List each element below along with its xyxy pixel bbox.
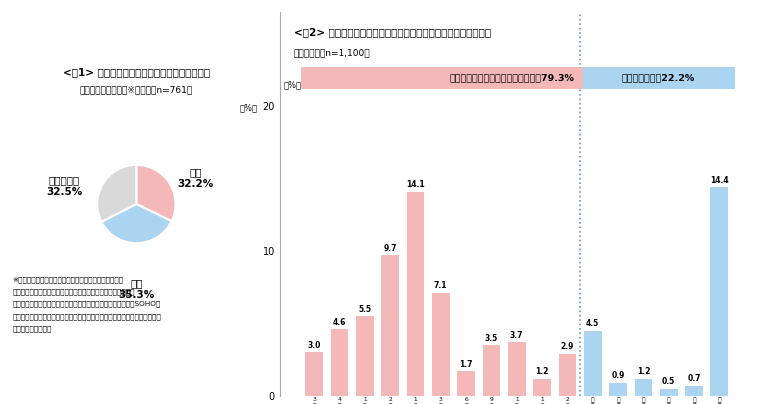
Text: 9.7: 9.7: [383, 244, 397, 253]
Text: 分割取得・計　22.2%: 分割取得・計 22.2%: [622, 74, 695, 82]
Bar: [356, 316, 374, 396]
Text: 1.7: 1.7: [459, 360, 473, 369]
Text: 4.5: 4.5: [586, 319, 600, 328]
Text: 取得したい、取得してほしい・計　79.3%: 取得したい、取得してほしい・計 79.3%: [449, 74, 574, 82]
Bar: [407, 192, 424, 396]
Text: わからない
32.5%: わからない 32.5%: [46, 175, 82, 197]
Bar: [331, 329, 348, 396]
Text: 0.7: 0.7: [687, 374, 701, 383]
Bar: [610, 383, 627, 396]
Bar: [711, 187, 728, 396]
Wedge shape: [136, 165, 176, 221]
Text: 3.0: 3.0: [308, 341, 321, 350]
Bar: [534, 379, 551, 396]
Text: 公務員・教職員・非営利団体職員、自営業（商工サービス）、SOHO、: 公務員・教職員・非営利団体職員、自営業（商工サービス）、SOHO、: [13, 301, 161, 307]
Text: （%）: （%）: [283, 80, 302, 89]
Text: ※有職者：ご自身の職業が下記のいずれかに該当する方: ※有職者：ご自身の職業が下記のいずれかに該当する方: [13, 276, 124, 283]
Text: 5.5: 5.5: [358, 305, 372, 314]
Bar: [432, 293, 450, 396]
Text: <図1> 職場での男性の育児休業制度　導入状況: <図1> 職場での男性の育児休業制度 導入状況: [63, 67, 210, 78]
Bar: [458, 371, 475, 396]
Wedge shape: [102, 204, 172, 243]
Bar: [508, 342, 526, 396]
Bar: [306, 352, 323, 396]
Text: 14.1: 14.1: [406, 180, 425, 189]
Bar: [660, 389, 678, 396]
Text: 1.2: 1.2: [637, 367, 650, 376]
Bar: [583, 67, 735, 89]
Text: 会社勤務（一般社員、管理職）、会社経営（経営者・役員）、: 会社勤務（一般社員、管理職）、会社経営（経営者・役員）、: [13, 288, 135, 295]
Bar: [584, 331, 602, 396]
Text: （単一回答：n=1,100）: （単一回答：n=1,100）: [294, 48, 370, 57]
Text: 1.2: 1.2: [535, 367, 549, 376]
Bar: [302, 67, 732, 89]
Bar: [559, 354, 576, 396]
Bar: [382, 255, 399, 396]
Text: 3.7: 3.7: [510, 331, 524, 340]
Text: 14.4: 14.4: [710, 176, 729, 185]
Text: （%）: （%）: [239, 103, 258, 113]
Text: <図2> 取得したい、もしくは取得してほしい男性の育児休業期間: <図2> 取得したい、もしくは取得してほしい男性の育児休業期間: [294, 27, 491, 37]
Text: 2.9: 2.9: [561, 342, 574, 351]
Text: ある
32.2%: ある 32.2%: [178, 168, 214, 189]
Bar: [635, 379, 652, 396]
Text: 3.5: 3.5: [485, 334, 498, 343]
Text: 農林漁業、専門職（弁護士・税理士等・医療関連）、派遣社員・契約社員、: 農林漁業、専門職（弁護士・税理士等・医療関連）、派遣社員・契約社員、: [13, 313, 162, 320]
Text: パート・アルバイト: パート・アルバイト: [13, 326, 52, 332]
Text: 7.1: 7.1: [434, 282, 448, 290]
Text: ない
35.3%: ない 35.3%: [119, 278, 154, 300]
Text: （単一回答　有職者※ベース：n=761）: （単一回答 有職者※ベース：n=761）: [80, 86, 193, 95]
Text: 4.6: 4.6: [333, 318, 346, 327]
Text: 0.9: 0.9: [611, 371, 625, 380]
Text: 0.5: 0.5: [662, 377, 676, 386]
Wedge shape: [97, 165, 136, 222]
Bar: [686, 386, 703, 396]
Bar: [483, 345, 500, 396]
